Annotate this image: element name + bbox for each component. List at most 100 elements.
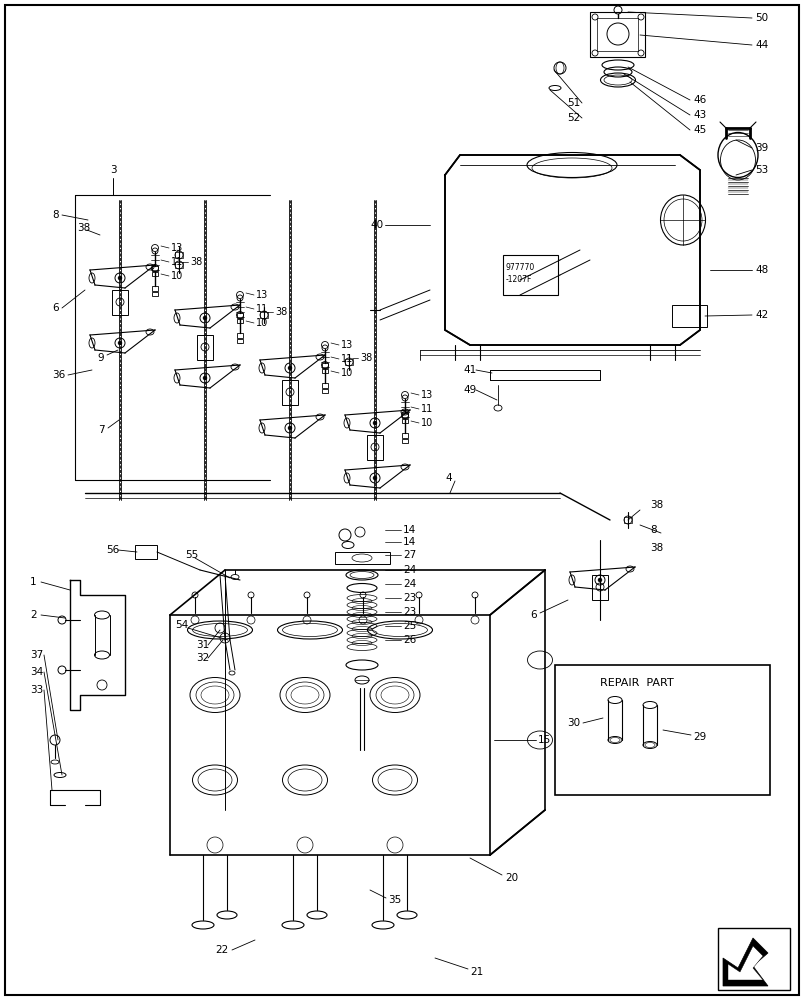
Circle shape [597,578,601,582]
Bar [152,292,158,296]
Circle shape [202,376,206,380]
Text: 36: 36 [52,370,65,380]
Text: 38: 38 [190,257,202,267]
Text: 20: 20 [504,873,517,883]
Bar [344,359,353,365]
Text: 8: 8 [649,525,656,535]
Circle shape [287,366,291,370]
Bar [623,517,631,523]
Text: 2: 2 [30,610,37,620]
Text: 44: 44 [754,40,768,50]
Bar [237,319,243,323]
Text: 41: 41 [463,365,475,375]
Bar [282,380,298,405]
Text: 37: 37 [30,650,43,660]
Bar [554,665,769,795]
Bar [237,339,243,343]
Text: 977770: 977770 [505,263,535,272]
Polygon shape [722,938,767,986]
Text: 50: 50 [754,13,767,23]
Text: 14: 14 [402,525,416,535]
Circle shape [118,276,122,280]
Text: 24: 24 [402,565,416,575]
Bar [597,18,638,51]
Text: 30: 30 [566,718,580,728]
Text: 49: 49 [463,385,475,395]
Bar [402,439,407,443]
Text: 22: 22 [214,945,228,955]
Text: 38: 38 [77,223,90,233]
Text: 11: 11 [340,354,353,364]
Text: 7: 7 [98,425,104,435]
Text: 13: 13 [340,340,353,350]
Circle shape [202,316,206,320]
Text: 54: 54 [175,620,188,630]
Text: 42: 42 [754,310,768,320]
Bar [321,363,328,368]
Text: 10: 10 [255,318,268,328]
Text: 10: 10 [340,368,353,378]
Bar [321,369,328,373]
Text: 51: 51 [566,98,579,108]
Bar [335,552,389,564]
Text: 43: 43 [692,110,705,120]
Text: 38: 38 [649,500,662,510]
Text: 32: 32 [196,653,209,663]
Circle shape [373,476,377,480]
Text: 10: 10 [171,271,183,281]
Text: 35: 35 [388,895,401,905]
Bar [175,262,183,268]
Bar [237,333,243,338]
Text: 38: 38 [649,543,662,553]
Bar [402,413,407,418]
Text: 11: 11 [255,304,268,314]
Bar [152,286,158,291]
Text: -1207F: -1207F [505,275,532,284]
Text: 14: 14 [402,537,416,547]
Bar [503,255,557,295]
Text: 6: 6 [529,610,536,620]
Text: 39: 39 [754,143,768,153]
Text: 40: 40 [369,220,383,230]
Text: 56: 56 [106,545,119,555]
Text: 55: 55 [185,550,198,560]
Text: 1: 1 [30,577,37,587]
Text: 31: 31 [196,640,209,650]
Bar [237,313,243,318]
Circle shape [287,426,291,430]
Text: 27: 27 [402,550,416,560]
Bar [321,383,328,388]
Text: 9: 9 [97,353,104,363]
Text: 3: 3 [109,165,116,175]
Bar [152,272,158,276]
Text: 11: 11 [421,404,433,414]
Text: 13: 13 [255,290,268,300]
Text: 21: 21 [470,967,483,977]
Text: 29: 29 [692,732,705,742]
Text: 33: 33 [30,685,43,695]
Text: 25: 25 [402,621,416,631]
Text: 4: 4 [444,473,451,483]
Text: 8: 8 [52,210,59,220]
Bar [671,305,706,327]
Text: 10: 10 [421,418,433,428]
Bar [112,290,128,315]
Text: 11: 11 [171,257,183,267]
Bar [589,12,644,57]
Text: 52: 52 [566,113,579,123]
Text: 48: 48 [754,265,768,275]
Bar [321,389,328,393]
Polygon shape [727,946,762,980]
Text: 38: 38 [275,307,287,317]
Bar [175,252,183,258]
Bar [402,419,407,423]
Bar [152,266,158,271]
Bar [197,335,213,360]
Bar [591,575,607,600]
Text: 13: 13 [421,390,433,400]
Text: 6: 6 [52,303,59,313]
Circle shape [118,341,122,345]
Circle shape [373,421,377,425]
Text: 45: 45 [692,125,705,135]
Bar [402,433,407,438]
